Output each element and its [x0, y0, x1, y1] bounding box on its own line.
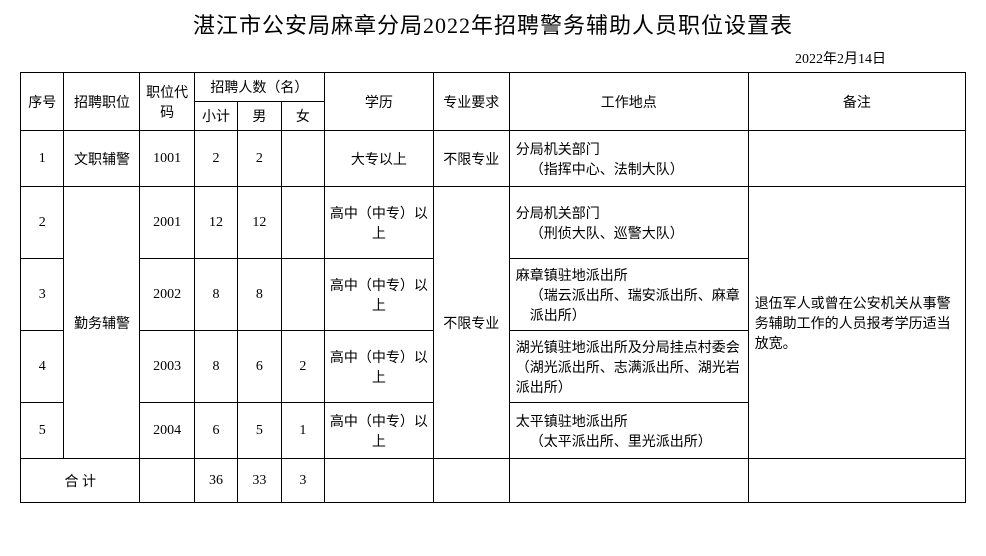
cell-code: 1001 [140, 131, 194, 187]
cell-total-subtotal: 36 [194, 459, 237, 503]
cell-education: 大专以上 [325, 131, 434, 187]
cell-notes: 退伍军人或曾在公安机关从事警务辅助工作的人员报考学历适当放宽。 [748, 187, 965, 459]
header-subtotal: 小计 [194, 102, 237, 131]
table-row: 1 文职辅警 1001 2 2 大专以上 不限专业 分局机关部门 （指挥中心、法… [21, 131, 966, 187]
loc-main: 麻章镇驻地派出所 [516, 265, 746, 285]
cell-male: 8 [238, 259, 281, 331]
header-count-group: 招聘人数（名） [194, 73, 324, 102]
cell-seq: 5 [21, 403, 64, 459]
header-education: 学历 [325, 73, 434, 131]
loc-main: 分局机关部门 [516, 203, 746, 223]
cell-location: 分局机关部门 （指挥中心、法制大队） [509, 131, 748, 187]
table-row-total: 合 计 36 33 3 [21, 459, 966, 503]
header-location: 工作地点 [509, 73, 748, 131]
header-code: 职位代码 [140, 73, 194, 131]
header-seq: 序号 [21, 73, 64, 131]
cell-female: 2 [281, 331, 324, 403]
cell-position: 文职辅警 [64, 131, 140, 187]
cell-location: 分局机关部门 （刑侦大队、巡警大队） [509, 187, 748, 259]
header-position: 招聘职位 [64, 73, 140, 131]
cell-code: 2001 [140, 187, 194, 259]
cell-code: 2004 [140, 403, 194, 459]
cell-female [281, 131, 324, 187]
cell-subtotal: 12 [194, 187, 237, 259]
cell-notes [748, 131, 965, 187]
cell-major: 不限专业 [433, 187, 509, 459]
cell-education: 高中（中专）以上 [325, 403, 434, 459]
cell-seq: 1 [21, 131, 64, 187]
cell-major: 不限专业 [433, 131, 509, 187]
cell-position: 勤务辅警 [64, 187, 140, 459]
cell-empty [509, 459, 748, 503]
page-title: 湛江市公安局麻章分局2022年招聘警务辅助人员职位设置表 [20, 8, 966, 40]
loc-sub: （指挥中心、法制大队） [516, 159, 746, 179]
positions-table: 序号 招聘职位 职位代码 招聘人数（名） 学历 专业要求 工作地点 备注 小计 … [20, 72, 966, 503]
loc-main: 太平镇驻地派出所 [516, 411, 746, 431]
cell-male: 5 [238, 403, 281, 459]
cell-seq: 3 [21, 259, 64, 331]
date-text: 2022年2月14日 [20, 48, 966, 68]
cell-male: 6 [238, 331, 281, 403]
cell-education: 高中（中专）以上 [325, 259, 434, 331]
cell-subtotal: 8 [194, 259, 237, 331]
cell-empty [325, 459, 434, 503]
cell-code: 2002 [140, 259, 194, 331]
cell-empty [748, 459, 965, 503]
loc-sub: （刑侦大队、巡警大队） [516, 223, 746, 243]
cell-location: 太平镇驻地派出所 （太平派出所、里光派出所） [509, 403, 748, 459]
cell-education: 高中（中专）以上 [325, 187, 434, 259]
cell-total-label: 合 计 [21, 459, 140, 503]
cell-male: 2 [238, 131, 281, 187]
header-notes: 备注 [748, 73, 965, 131]
table-row: 2 勤务辅警 2001 12 12 高中（中专）以上 不限专业 分局机关部门 （… [21, 187, 966, 259]
cell-code: 2003 [140, 331, 194, 403]
cell-subtotal: 8 [194, 331, 237, 403]
cell-seq: 4 [21, 331, 64, 403]
cell-male: 12 [238, 187, 281, 259]
cell-subtotal: 6 [194, 403, 237, 459]
cell-location: 麻章镇驻地派出所 （瑞云派出所、瑞安派出所、麻章派出所） [509, 259, 748, 331]
header-major: 专业要求 [433, 73, 509, 131]
loc-sub: （瑞云派出所、瑞安派出所、麻章派出所） [516, 285, 746, 325]
cell-total-female: 3 [281, 459, 324, 503]
loc-sub: （太平派出所、里光派出所） [516, 431, 746, 451]
header-male: 男 [238, 102, 281, 131]
cell-location: 湖光镇驻地派出所及分局挂点村委会（湖光派出所、志满派出所、湖光岩派出所） [509, 331, 748, 403]
cell-seq: 2 [21, 187, 64, 259]
cell-empty [140, 459, 194, 503]
loc-main: 分局机关部门 [516, 139, 746, 159]
loc-main: 湖光镇驻地派出所及分局挂点村委会（湖光派出所、志满派出所、湖光岩派出所） [516, 337, 746, 397]
cell-empty [433, 459, 509, 503]
cell-female [281, 259, 324, 331]
cell-total-male: 33 [238, 459, 281, 503]
cell-education: 高中（中专）以上 [325, 331, 434, 403]
cell-female: 1 [281, 403, 324, 459]
header-female: 女 [281, 102, 324, 131]
cell-female [281, 187, 324, 259]
cell-subtotal: 2 [194, 131, 237, 187]
